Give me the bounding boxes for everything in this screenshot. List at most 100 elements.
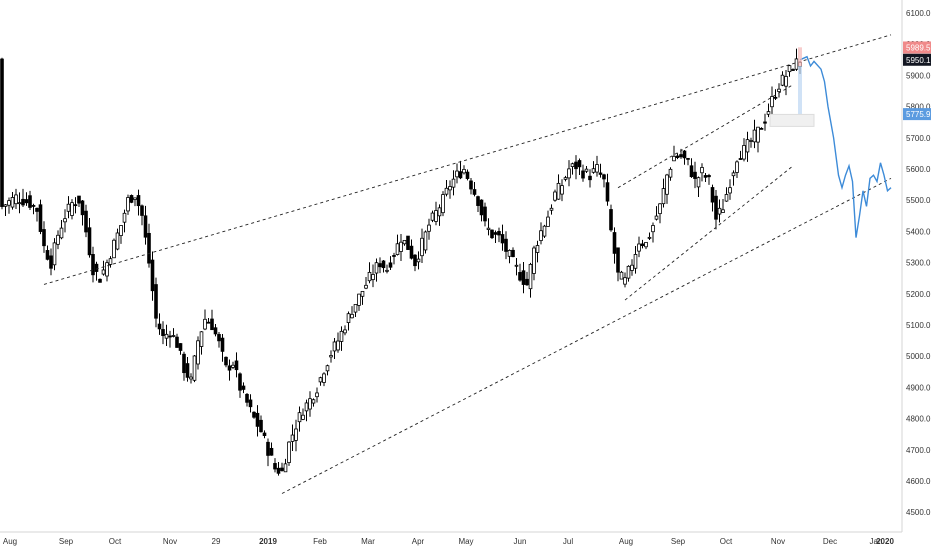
candle-body (241, 385, 246, 390)
candle-body (374, 262, 379, 274)
candle-body (486, 227, 491, 230)
candle-body (619, 271, 624, 280)
price-tick-label: 5800.0 (906, 103, 931, 112)
candle-body (756, 126, 760, 143)
candle-body (224, 356, 228, 366)
time-tick-label: 2020 (876, 537, 894, 546)
candle-body (87, 227, 92, 256)
candle-body (385, 269, 389, 272)
candle-body (213, 327, 218, 335)
candle-body (136, 195, 141, 207)
candle-body (371, 274, 375, 281)
candle-body (423, 231, 428, 251)
candle-body (633, 254, 638, 269)
candle-series (0, 48, 802, 476)
candle-body (63, 218, 67, 223)
price-tick-label: 4800.0 (906, 415, 931, 424)
candle-body (234, 360, 239, 371)
candle-body (602, 174, 606, 180)
candle-body (220, 337, 225, 352)
candle-body (280, 467, 284, 471)
candle-body (346, 313, 351, 323)
candle-body (511, 249, 515, 258)
candle-body (231, 364, 235, 368)
candle-body (791, 69, 795, 71)
candle-body (325, 365, 330, 372)
candle-body (339, 330, 344, 342)
candle-body (696, 177, 701, 188)
candle-body (455, 170, 459, 178)
time-tick-label: Jan (870, 537, 883, 546)
time-tick-label: Nov (163, 537, 177, 546)
candle-body (647, 236, 652, 239)
candle-body (532, 247, 536, 274)
last-bar-highlight (769, 47, 815, 127)
time-tick-label: Sep (59, 537, 74, 546)
price-tick-label: 5000.0 (906, 352, 931, 361)
price-tick-label: 4700.0 (906, 446, 931, 455)
candle-body (441, 194, 445, 214)
candle-body (567, 168, 571, 179)
candle-body (742, 145, 746, 160)
candle-body (444, 187, 449, 195)
candle-body (7, 200, 11, 206)
candle-body (378, 263, 382, 268)
candle-body (605, 182, 610, 202)
candle-body (294, 428, 298, 441)
candle-body (409, 245, 414, 259)
candle-body (493, 232, 498, 235)
candle-body (546, 216, 550, 227)
candle-body (570, 163, 575, 167)
price-tick-label: 5700.0 (906, 134, 931, 143)
candle-body (147, 232, 151, 264)
candle-body (521, 270, 526, 285)
candle-body (203, 318, 207, 330)
candle-body (290, 434, 295, 442)
candle-body (115, 232, 120, 250)
candle-body (315, 392, 319, 398)
candle-body (654, 215, 659, 220)
candle-body (276, 467, 281, 474)
candle-body (210, 318, 214, 331)
candle-body (206, 321, 211, 324)
candle-body (675, 155, 680, 158)
candle-body (101, 269, 106, 275)
candle-body (77, 195, 81, 204)
candle-body (178, 343, 183, 351)
candle-body (297, 412, 302, 423)
candle-body (318, 377, 323, 383)
candle-body (458, 171, 463, 179)
candle-body (108, 258, 113, 265)
price-tick-label: 4500.0 (906, 508, 931, 517)
time-axis[interactable]: Aug Sep Oct Nov 29 2019 Feb Mar Apr May Jun Jul Aug S… (3, 537, 895, 546)
time-tick-label: Feb (313, 537, 327, 546)
candle-body (731, 172, 736, 177)
candle-body (770, 96, 774, 108)
candle-body (752, 129, 757, 143)
time-tick-label: Oct (720, 537, 733, 546)
candle-body (784, 76, 788, 87)
candle-body (682, 150, 687, 159)
price-tick-label: 5200.0 (906, 290, 931, 299)
candle-body (287, 441, 291, 463)
candle-body (157, 323, 162, 330)
candle-body (504, 238, 508, 252)
candle-body (38, 204, 43, 232)
candle-body (119, 225, 123, 236)
candle-body (91, 254, 95, 276)
candle-body (255, 412, 260, 427)
candle-body (612, 232, 617, 254)
candle-body (31, 205, 36, 207)
candle-body (35, 207, 39, 212)
candle-body (507, 249, 512, 257)
candle-body (451, 178, 456, 188)
candle-body (749, 140, 753, 142)
candle-body (357, 293, 361, 306)
candle-body (112, 239, 116, 259)
candle-body (416, 258, 421, 263)
candle-body (129, 195, 134, 203)
candle-body (430, 212, 435, 221)
price-axis[interactable]: 6100.06000.05900.05800.05700.05600.05500… (906, 9, 931, 517)
candle-body (469, 180, 473, 190)
